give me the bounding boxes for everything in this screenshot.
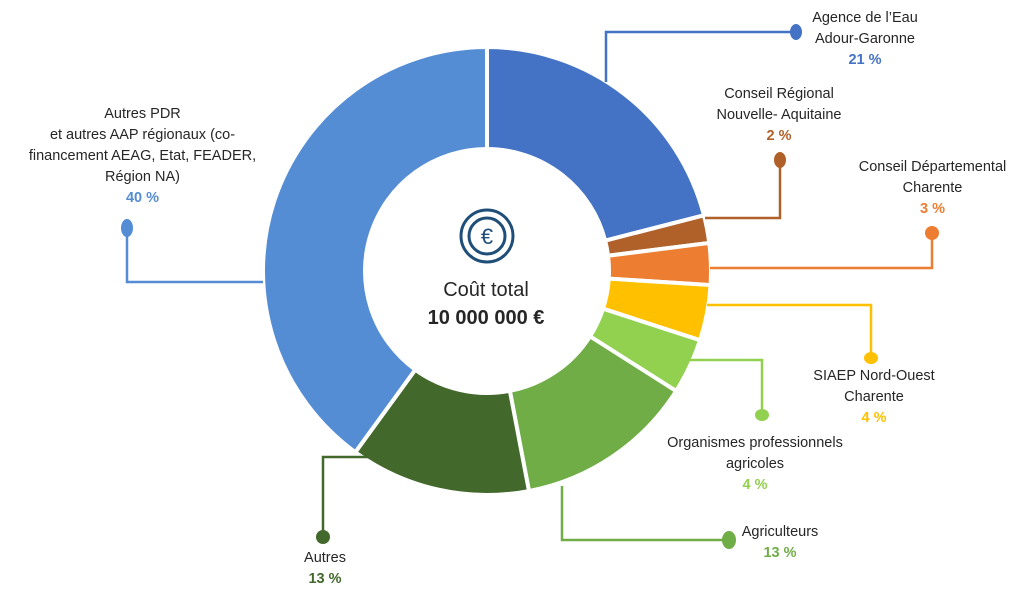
slice-percent: 40 % xyxy=(125,190,160,206)
slice-label-7: Autres PDR et autres AAP régionaux (co-fi… xyxy=(20,104,265,209)
slice-label-line: Conseil Régional xyxy=(724,86,834,102)
slice-label-2: Conseil Départemental Charente 3 % xyxy=(845,157,1020,220)
leader-dot-5 xyxy=(722,531,736,549)
slice-label-line: SIAEP Nord-Ouest xyxy=(813,368,935,384)
slice-percent: 13 % xyxy=(308,571,342,587)
leader-dot-3 xyxy=(864,352,878,364)
leader-dot-1 xyxy=(774,152,786,168)
center-title: Coût total xyxy=(443,279,529,301)
donut-slice-0 xyxy=(485,44,707,244)
leader-line-4 xyxy=(690,358,764,415)
slice-label-line: Région NA) xyxy=(105,169,180,185)
leader-dot-2 xyxy=(925,226,939,240)
leader-line-7 xyxy=(125,228,263,284)
slice-percent: 4 % xyxy=(742,477,768,493)
slice-label-line: Organismes professionnels xyxy=(667,435,843,451)
slice-label-line: Agriculteurs xyxy=(741,524,819,540)
slice-label-3: SIAEP Nord-Ouest Charente 4 % xyxy=(800,366,948,429)
donut-slice-7 xyxy=(261,44,489,456)
slice-label-line: Autres PDR xyxy=(104,106,181,122)
leader-line-1 xyxy=(705,160,782,220)
slice-label-line: et autres AAP régionaux (co- xyxy=(49,127,236,143)
slice-percent: 2 % xyxy=(766,128,792,144)
leader-lines xyxy=(121,24,939,549)
leader-line-5 xyxy=(560,486,728,542)
slice-label-line: financement AEAG, Etat, FEADER, xyxy=(28,148,257,164)
slice-label-6: Autres 13 % xyxy=(270,548,380,590)
slice-label-line: agricoles xyxy=(725,456,785,472)
slice-label-line: Charente xyxy=(902,180,963,196)
slice-label-1: Conseil Régional Nouvelle- Aquitaine 2 % xyxy=(694,84,864,147)
leader-dot-6 xyxy=(316,530,330,544)
slice-percent: 13 % xyxy=(763,545,797,561)
donut-slices xyxy=(261,44,713,497)
leader-line-6 xyxy=(321,455,370,537)
slice-label-0: Agence de l’Eau Adour-Garonne 21 % xyxy=(790,8,940,71)
leader-line-0 xyxy=(604,30,795,82)
center-value: 10 000 000 € xyxy=(427,307,545,329)
leader-line-2 xyxy=(710,233,934,270)
center-total: Coût total 10 000 000 € xyxy=(388,276,584,332)
svg-text:€: € xyxy=(481,224,493,249)
slice-percent: 21 % xyxy=(848,52,882,68)
leader-dot-4 xyxy=(755,409,769,421)
slice-label-line: Charente xyxy=(844,389,904,405)
leader-dot-7 xyxy=(121,219,133,237)
slice-label-line: Agence de l’Eau xyxy=(812,10,918,26)
slice-label-line: Nouvelle- Aquitaine xyxy=(716,107,842,123)
slice-label-4: Organismes professionnels agricoles 4 % xyxy=(650,433,860,496)
slice-label-line: Autres xyxy=(304,550,346,566)
slice-label-line: Adour-Garonne xyxy=(815,31,915,47)
slice-percent: 4 % xyxy=(861,410,887,426)
leader-dot-0 xyxy=(790,24,802,40)
slice-label-5: Agriculteurs 13 % xyxy=(715,522,845,564)
euro-coin-icon: € xyxy=(459,208,515,264)
slice-percent: 3 % xyxy=(920,201,945,217)
leader-line-3 xyxy=(707,303,873,358)
slice-label-line: Conseil Départemental xyxy=(858,159,1007,175)
